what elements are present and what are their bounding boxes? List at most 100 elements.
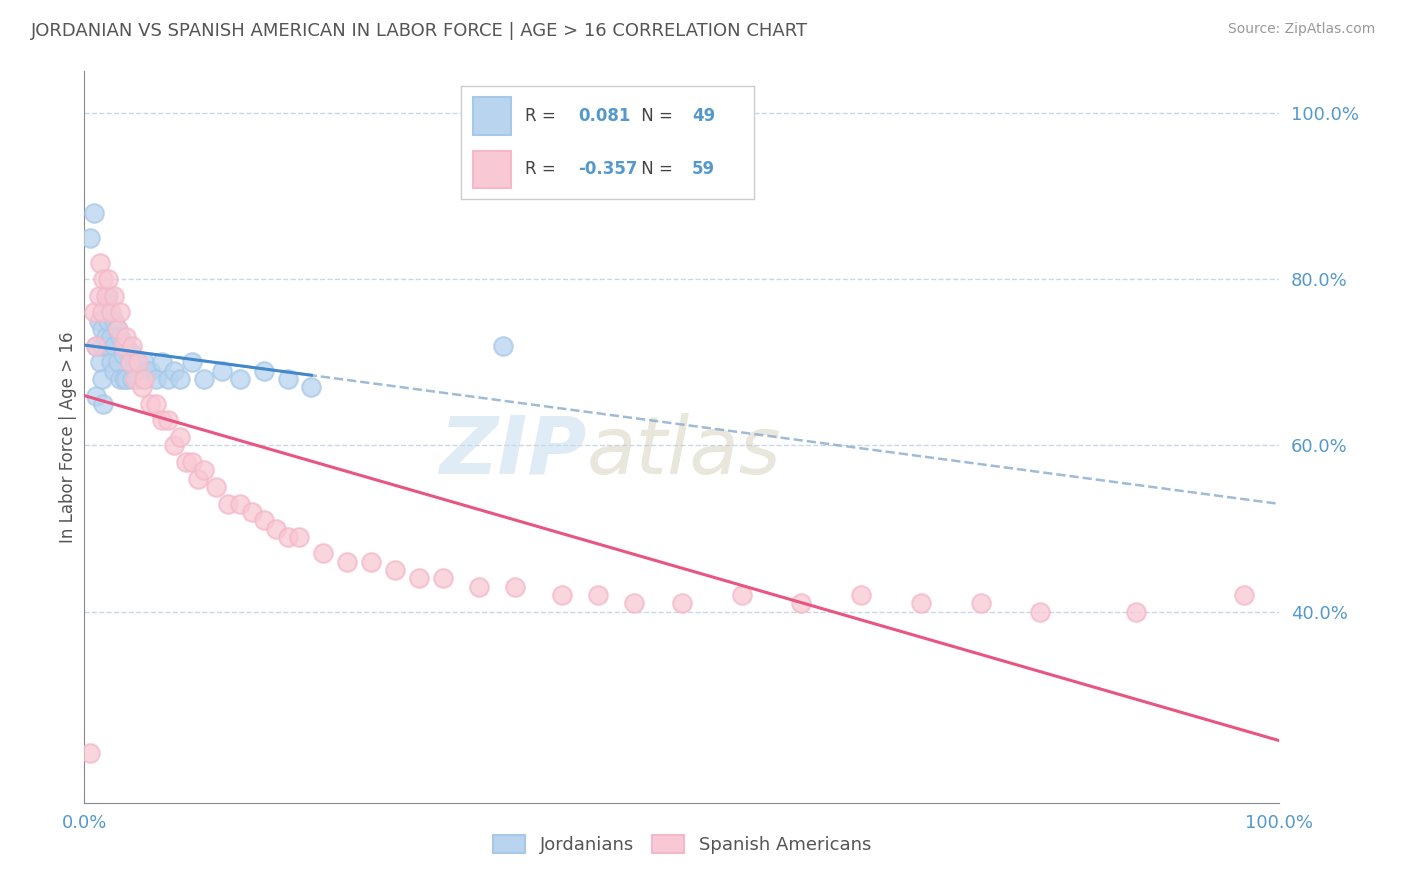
Point [301, 380, 323, 394]
Point [97, 338, 120, 352]
Point [731, 588, 754, 602]
Point [97, 272, 120, 286]
Point [312, 546, 335, 560]
Point [157, 413, 180, 427]
Point [89, 355, 111, 369]
Point [432, 571, 454, 585]
Point [121, 347, 143, 361]
Point [169, 372, 191, 386]
Point [217, 497, 239, 511]
Point [253, 513, 276, 527]
Point [115, 372, 138, 386]
Point [1233, 588, 1256, 602]
Point [336, 555, 359, 569]
Point [127, 372, 149, 386]
Point [91, 322, 114, 336]
Point [174, 455, 197, 469]
Point [97, 314, 120, 328]
Point [89, 255, 111, 269]
Point [277, 530, 299, 544]
Point [118, 355, 141, 369]
Point [103, 289, 125, 303]
Point [124, 372, 146, 386]
Point [150, 355, 173, 369]
Point [115, 338, 138, 352]
Point [181, 355, 204, 369]
Point [86, 338, 108, 352]
Point [205, 480, 228, 494]
Point [169, 430, 191, 444]
Point [187, 472, 209, 486]
Point [145, 372, 167, 386]
Text: Source: ZipAtlas.com: Source: ZipAtlas.com [1227, 22, 1375, 37]
Point [851, 588, 873, 602]
Point [277, 372, 299, 386]
Text: atlas: atlas [586, 413, 782, 491]
Point [87, 289, 110, 303]
Point [110, 372, 132, 386]
Point [157, 372, 180, 386]
Point [623, 596, 645, 610]
Point [139, 363, 162, 377]
Text: ZIP: ZIP [439, 413, 586, 491]
Point [1125, 605, 1147, 619]
Point [110, 305, 132, 319]
Point [115, 330, 138, 344]
Point [790, 596, 813, 610]
Point [121, 372, 143, 386]
Point [124, 355, 146, 369]
Point [139, 397, 162, 411]
Point [551, 588, 574, 602]
Point [121, 338, 143, 352]
Point [105, 322, 128, 336]
Point [384, 563, 406, 577]
Point [103, 363, 125, 377]
Point [94, 289, 117, 303]
Point [93, 272, 115, 286]
Point [86, 388, 108, 402]
Text: JORDANIAN VS SPANISH AMERICAN IN LABOR FORCE | AGE > 16 CORRELATION CHART: JORDANIAN VS SPANISH AMERICAN IN LABOR F… [31, 22, 808, 40]
Point [112, 372, 135, 386]
Point [408, 571, 430, 585]
Point [94, 330, 117, 344]
Point [910, 596, 932, 610]
Point [240, 505, 263, 519]
Point [145, 397, 167, 411]
Point [671, 596, 693, 610]
Point [111, 347, 134, 361]
Point [503, 580, 526, 594]
Point [103, 314, 125, 328]
Point [97, 289, 120, 303]
Point [229, 372, 252, 386]
Point [132, 372, 156, 386]
Point [91, 338, 114, 352]
Point [131, 380, 153, 394]
Point [79, 230, 101, 244]
Point [83, 305, 105, 319]
Legend: Jordanians, Spanish Americans: Jordanians, Spanish Americans [484, 826, 880, 863]
Point [492, 338, 515, 352]
Point [360, 555, 382, 569]
Point [127, 355, 149, 369]
Point [163, 363, 186, 377]
Point [107, 322, 129, 336]
Point [264, 521, 287, 535]
Point [93, 397, 115, 411]
Point [1029, 605, 1052, 619]
Point [132, 355, 156, 369]
Y-axis label: In Labor Force | Age > 16: In Labor Force | Age > 16 [59, 331, 77, 543]
Point [468, 580, 491, 594]
Point [79, 746, 101, 760]
Point [588, 588, 610, 602]
Point [163, 438, 186, 452]
Point [211, 363, 233, 377]
Point [87, 314, 110, 328]
Point [100, 305, 122, 319]
Point [288, 530, 311, 544]
Point [970, 596, 993, 610]
Point [111, 338, 134, 352]
Point [150, 413, 173, 427]
Point [91, 305, 114, 319]
Point [110, 330, 132, 344]
Point [83, 205, 105, 219]
